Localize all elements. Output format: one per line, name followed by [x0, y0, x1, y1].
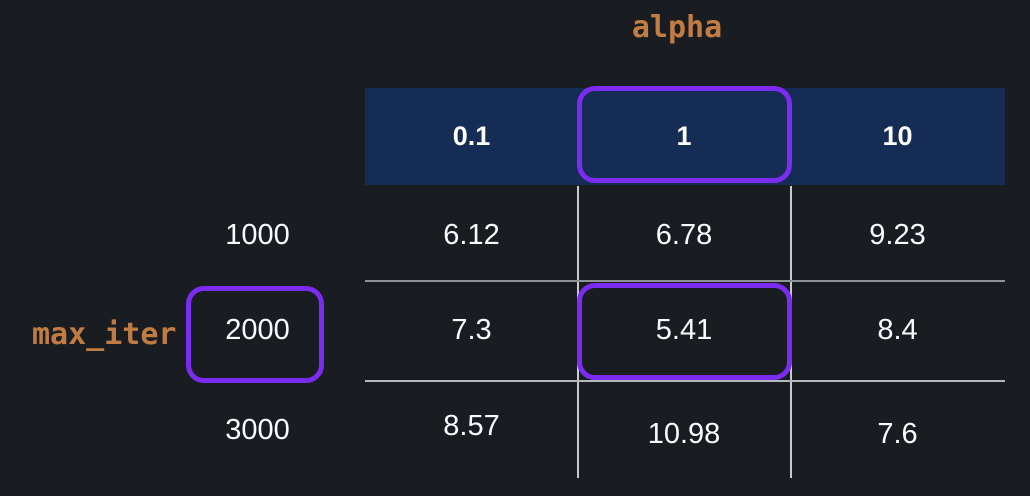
table-cell-3000-1: 10.98	[647, 418, 721, 450]
table-cell-1000-1: 6.78	[655, 219, 713, 251]
table-cell-3000-0.1: 8.57	[443, 410, 500, 442]
table-cell-2000-1: 5.41	[655, 314, 713, 346]
table-cell-3000-10: 7.6	[877, 418, 918, 450]
column-header-1: 1	[676, 121, 692, 151]
table-cell-1000-10: 9.23	[869, 219, 926, 251]
table-cell-2000-10: 8.4	[877, 314, 918, 346]
column-header-10: 10	[882, 121, 913, 151]
column-header-0.1: 0.1	[452, 121, 491, 151]
table-cell-2000-0.1: 7.3	[451, 314, 492, 346]
max-iter-axis-label: max_iter	[32, 317, 177, 352]
table-cell-1000-0.1: 6.12	[443, 219, 500, 251]
horizontal-gridline-1	[365, 280, 1005, 282]
row-label-2000: 2000	[225, 314, 290, 346]
row-label-3000: 3000	[225, 414, 290, 446]
horizontal-gridline-2	[365, 380, 1005, 382]
alpha-axis-label: alpha	[631, 10, 723, 45]
row-label-1000: 1000	[225, 219, 290, 251]
column-header-band: 0.1 1 10	[365, 88, 1005, 185]
